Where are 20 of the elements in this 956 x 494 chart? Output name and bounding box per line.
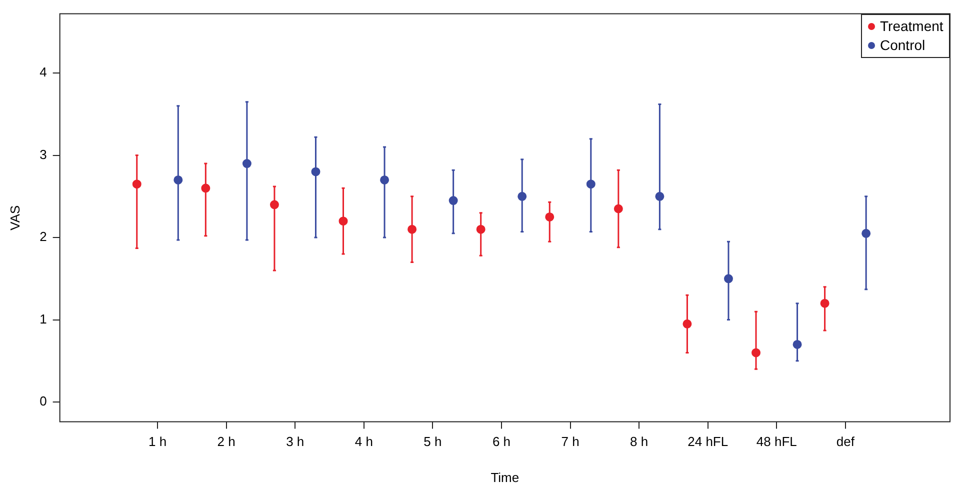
x-tick-label: def <box>836 434 855 450</box>
x-tick-label: 24 hFL <box>688 434 728 450</box>
legend-label: Treatment <box>880 16 944 36</box>
y-tick-label: 0 <box>40 394 47 409</box>
x-tick-label: 5 h <box>424 434 442 450</box>
x-tick-label: 8 h <box>630 434 648 450</box>
x-tick-label: 7 h <box>561 434 580 450</box>
x-tick-label: 1 h <box>148 434 167 450</box>
x-tick-label: 2 h <box>217 434 236 450</box>
legend-label: Control <box>880 36 926 55</box>
y-tick-label: 4 <box>40 64 47 80</box>
x-tick-label: 4 h <box>354 434 373 450</box>
y-tick-label: 3 <box>40 146 47 162</box>
y-tick-label: 2 <box>40 229 47 244</box>
y-axis-title: VAS <box>7 204 22 230</box>
x-tick-label: 48 hFL <box>756 434 797 450</box>
x-tick-label: 6 h <box>492 434 511 450</box>
x-axis-title: Time <box>490 470 520 485</box>
x-tick-label: 3 h <box>286 434 304 450</box>
y-tick-label: 1 <box>40 311 47 326</box>
